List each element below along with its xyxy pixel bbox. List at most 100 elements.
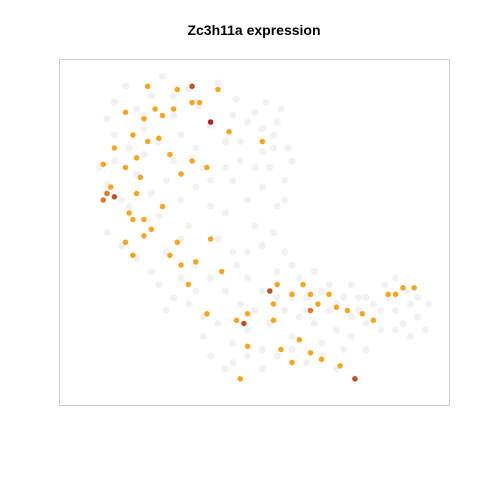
scatter-point-high — [352, 376, 358, 382]
scatter-point-none — [221, 287, 229, 295]
scatter-point-low — [259, 138, 266, 145]
scatter-point-none — [110, 98, 118, 107]
scatter-point-low — [174, 239, 181, 246]
scatter-point-none — [421, 326, 429, 334]
scatter-point-none — [121, 82, 130, 90]
scatter-point-low — [359, 311, 366, 317]
scatter-point-mid — [104, 190, 110, 197]
scatter-point-low — [141, 216, 147, 223]
scatter-point-none — [236, 300, 244, 308]
scatter-point-none — [110, 131, 118, 139]
scatter-point-none — [251, 306, 259, 315]
scatter-point-low — [296, 337, 303, 343]
scatter-point-none — [244, 196, 252, 204]
scatter-point-none — [392, 306, 400, 315]
scatter-point-none — [277, 105, 285, 113]
scatter-point-low — [237, 376, 243, 382]
scatter-point-none — [269, 131, 278, 139]
scatter-point-low — [122, 109, 129, 116]
scatter-point-none — [273, 202, 281, 211]
scatter-point-low — [122, 164, 129, 171]
scatter-point-none — [229, 111, 237, 120]
scatter-point-low — [107, 184, 114, 190]
scatter-point-none — [184, 222, 192, 230]
scatter-point-none — [118, 196, 126, 204]
scatter-point-none — [399, 319, 407, 328]
scatter-point-none — [273, 118, 281, 126]
scatter-point-max — [207, 119, 214, 125]
scatter-point-mid — [100, 197, 107, 203]
scatter-point-low — [318, 356, 325, 363]
scatter-point-low — [170, 106, 177, 112]
scatter-point-none — [362, 319, 370, 328]
scatter-point-low — [100, 161, 107, 168]
scatter-point-none — [273, 352, 281, 360]
scatter-point-none — [214, 319, 222, 328]
scatter-point-none — [147, 267, 155, 276]
scatter-point-low — [189, 158, 195, 164]
scatter-point-low — [411, 285, 417, 291]
scatter-point-low — [148, 226, 155, 233]
scatter-point-low — [144, 83, 151, 90]
scatter-point-low — [207, 236, 214, 242]
scatter-point-low — [130, 216, 136, 223]
scatter-point-low — [185, 281, 192, 288]
scatter-point-none — [347, 332, 355, 341]
scatter-point-high — [267, 288, 273, 294]
scatter-point-low — [270, 317, 277, 324]
scatter-point-none — [369, 300, 377, 308]
scatter-point-none — [273, 267, 281, 276]
scatter-point-none — [199, 332, 207, 341]
scatter-point-none — [288, 345, 296, 354]
scatter-point-none — [207, 352, 215, 360]
scatter-point-low — [385, 291, 392, 298]
scatter-point-none — [288, 157, 296, 165]
scatter-point-low — [337, 363, 343, 369]
scatter-point-none — [214, 79, 222, 87]
scatter-point-low — [307, 350, 314, 356]
scatter-point-none — [232, 261, 241, 269]
scatter-point-none — [273, 293, 281, 302]
scatter-point-none — [355, 293, 363, 302]
scatter-point-high — [111, 194, 118, 200]
scatter-point-high — [241, 320, 247, 327]
scatter-point-low — [193, 259, 199, 265]
scatter-point-none — [318, 287, 326, 295]
scatter-point-none — [258, 124, 266, 133]
scatter-point-none — [221, 137, 229, 146]
scatter-point-none — [406, 332, 414, 341]
scatter-point-low — [244, 343, 251, 350]
scatter-point-none — [325, 280, 333, 289]
scatter-point-none — [192, 144, 200, 152]
scatter-point-none — [310, 319, 318, 328]
scatter-point-low — [130, 252, 136, 259]
scatter-point-low — [370, 317, 377, 324]
scatter-point-none — [281, 176, 289, 185]
scatter-point-none — [103, 228, 111, 237]
scatter-point-none — [140, 150, 148, 159]
scatter-point-low — [141, 116, 147, 122]
scatter-point-low — [141, 233, 147, 239]
scatter-point-none — [236, 157, 244, 165]
scatter-point-none — [177, 196, 185, 204]
scatter-point-low — [178, 171, 184, 177]
scatter-point-low — [204, 311, 210, 317]
scatter-point-none — [125, 202, 133, 211]
scatter-point-low — [333, 304, 340, 311]
scatter-point-none — [244, 248, 252, 256]
scatter-point-low — [167, 151, 173, 158]
scatter-point-none — [281, 306, 289, 315]
scatter-point-none — [229, 339, 237, 347]
scatter-point-none — [133, 105, 141, 113]
scatter-point-none — [184, 300, 192, 308]
scatter-point-none — [103, 115, 111, 123]
scatter-point-none — [177, 274, 185, 282]
scatter-point-none — [425, 300, 433, 308]
scatter-point-none — [207, 176, 215, 185]
scatter-point-none — [288, 332, 296, 341]
scatter-point-none — [258, 365, 266, 373]
scatter-point-none — [269, 144, 278, 152]
scatter-point-none — [244, 352, 252, 360]
